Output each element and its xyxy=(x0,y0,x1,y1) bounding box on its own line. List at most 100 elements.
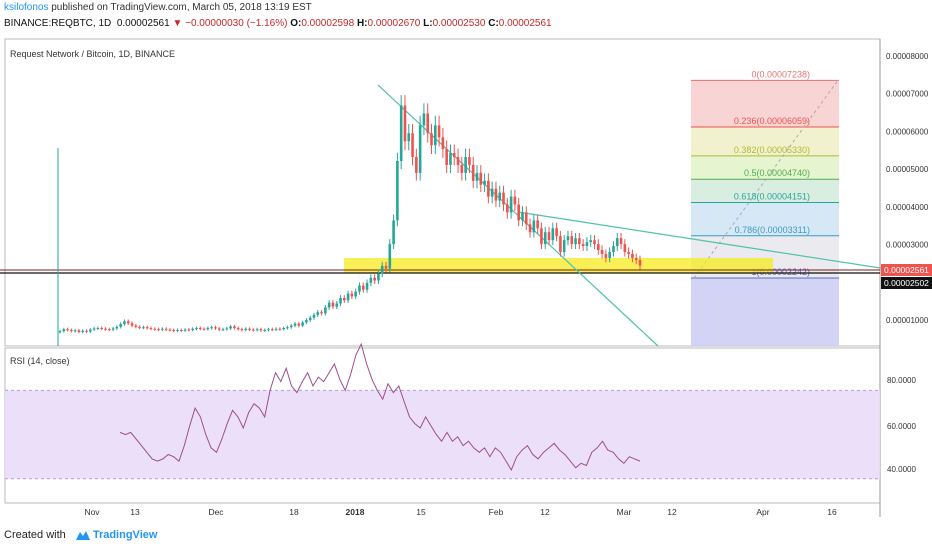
candle-body xyxy=(270,329,274,331)
candle-body xyxy=(411,133,414,158)
ohlc-close: 0.00002561 xyxy=(498,18,552,29)
candle-body xyxy=(229,326,232,329)
candle-body xyxy=(339,297,342,304)
x-axis-tick: Dec xyxy=(208,507,224,517)
ohlc-high: 0.00002670 xyxy=(367,18,421,29)
candle-body xyxy=(384,265,388,269)
candle-body xyxy=(566,236,570,241)
candle-body xyxy=(172,329,176,331)
candle-body xyxy=(180,329,183,331)
candle-body xyxy=(134,325,138,327)
candle-body xyxy=(430,133,433,146)
fib-level-label: 0.618(0.00004151) xyxy=(734,192,810,202)
candle-body xyxy=(634,257,638,260)
candle-body xyxy=(358,285,361,292)
chart-canvas[interactable]: Request Network / Bitcoin, 1D, BINANCE RS… xyxy=(0,0,932,525)
fib-level-label: 0.786(0.00003311) xyxy=(735,225,810,235)
price-label-box xyxy=(881,277,932,289)
candle-body xyxy=(111,328,115,330)
fib-zone xyxy=(691,179,839,203)
candle-body xyxy=(619,238,623,245)
candle-body xyxy=(206,328,210,330)
candle-body xyxy=(460,164,464,173)
price-change: −0.00000030 (−1.16%) xyxy=(185,18,288,29)
candle-body xyxy=(198,328,202,330)
fib-zone xyxy=(691,126,839,156)
x-axis-tick: 12 xyxy=(540,507,550,517)
candle-body xyxy=(627,252,630,254)
candle-body xyxy=(361,285,365,290)
candle-body xyxy=(593,240,596,245)
ohlc-high-label: H: xyxy=(356,18,368,29)
candle-body xyxy=(267,329,270,331)
rsi-axis-tick: 80.0000 xyxy=(887,376,916,385)
rsi-axis-tick: 60.0000 xyxy=(887,422,916,431)
candle-body xyxy=(130,323,134,326)
candle-body xyxy=(559,236,562,253)
candle-body xyxy=(513,196,517,205)
candle-body xyxy=(282,328,285,330)
candle-body xyxy=(498,192,502,201)
price-axis-tick: 0.00005000 xyxy=(886,165,929,174)
candle-body xyxy=(221,329,225,331)
candle-body xyxy=(297,323,301,326)
rsi-band xyxy=(5,390,880,479)
x-axis-tick: 13 xyxy=(130,507,140,517)
candle-body xyxy=(62,329,66,332)
candle-body xyxy=(589,240,593,243)
candle-body xyxy=(528,224,532,233)
x-axis-tick: Apr xyxy=(756,507,769,517)
candle-body xyxy=(320,312,323,314)
candle-body xyxy=(305,320,308,323)
price-axis-tick: 0.00001000 xyxy=(886,316,929,325)
candle-body xyxy=(248,328,251,330)
candle-body xyxy=(191,328,194,330)
ohlc-close-label: C: xyxy=(488,18,499,29)
price-label-text: 0.00002561 xyxy=(884,265,929,275)
candle-body xyxy=(631,253,634,258)
candle-body xyxy=(202,328,206,330)
ohlc-open: 0.00002598 xyxy=(301,18,355,29)
candle-body xyxy=(555,228,558,237)
candle-body xyxy=(532,220,536,233)
fib-zone xyxy=(691,155,839,180)
candle-body xyxy=(217,328,221,330)
candle-body xyxy=(449,153,452,165)
candle-body xyxy=(377,273,380,281)
candle-body xyxy=(471,164,475,181)
candle-body xyxy=(115,326,119,329)
candle-body xyxy=(153,328,157,330)
candle-body xyxy=(195,328,198,330)
candle-body xyxy=(164,328,168,330)
publish-info: ksilofonos published on TradingView.com,… xyxy=(4,2,312,13)
rsi-line xyxy=(119,342,641,472)
author-link[interactable]: ksilofonos xyxy=(4,2,49,13)
candle-body xyxy=(490,188,494,197)
candle-body xyxy=(615,238,619,247)
candle-body xyxy=(396,160,399,221)
x-axis-tick: 16 xyxy=(827,507,837,517)
candle-body xyxy=(502,192,505,205)
candle-body xyxy=(240,329,244,331)
candle-body xyxy=(66,329,69,331)
fib-level-label: 0.5(0.00004740) xyxy=(744,168,810,178)
candle-body xyxy=(278,328,282,330)
candle-body xyxy=(81,330,85,332)
candle-body xyxy=(506,204,509,213)
candle-body xyxy=(574,238,577,245)
candle-body xyxy=(73,330,77,332)
candle-body xyxy=(187,329,191,331)
candle-body xyxy=(494,188,498,201)
candle-body xyxy=(149,328,153,330)
tradingview-brand[interactable]: TradingView xyxy=(92,529,158,541)
candle-body xyxy=(475,172,479,181)
candle-body xyxy=(225,328,229,330)
candle-body xyxy=(521,212,524,221)
candle-body xyxy=(445,149,448,165)
candle-body xyxy=(581,244,585,247)
candle-body xyxy=(399,105,403,161)
candle-body xyxy=(373,277,376,281)
candle-body xyxy=(422,113,426,126)
candle-body xyxy=(142,327,145,329)
candle-body xyxy=(415,157,418,173)
